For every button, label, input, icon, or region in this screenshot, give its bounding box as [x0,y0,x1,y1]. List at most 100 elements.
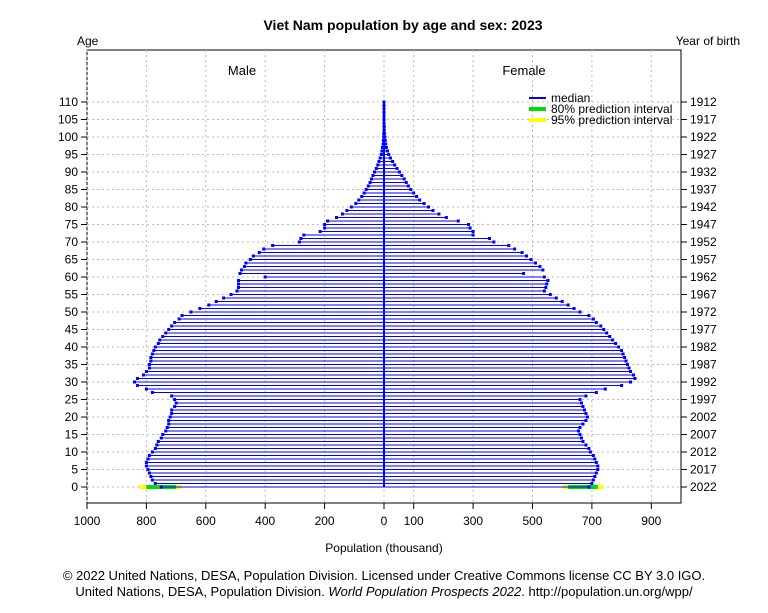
source-post: . http://population.un.org/wpp/ [521,584,693,599]
x-tick-label-male: 1000 [74,514,101,528]
y-tick-label-birth-year: 1982 [690,340,717,354]
male-bar-end-age-17 [165,426,169,429]
male-bar-end-age-59 [236,279,240,282]
female-bar-end-age-17 [578,426,582,429]
female-bar-end-age-53 [560,300,564,303]
male-bar-end-age-57 [236,286,240,289]
female-bar-end-age-39 [620,349,624,352]
y-tick-label-age: 35 [65,358,79,372]
female-bar-end-age-29 [620,384,624,387]
female-bar-end-age-20 [585,415,589,419]
female-bar-end-age-73 [471,230,475,233]
female-bar-end-age-9 [591,454,595,457]
male-bar-end-age-44 [164,331,168,335]
male-bar-end-age-31 [135,377,139,380]
x-tick-label-male: 400 [255,514,275,528]
male-bar-end-age-24 [174,401,178,405]
chart-title: Viet Nam population by age and sex: 2023 [263,17,542,33]
x-tick-label-male: 800 [136,514,156,528]
legend-median-label: median [551,91,590,105]
male-bar-end-age-69 [271,244,275,247]
male-bar-end-age-88 [370,177,374,181]
male-bar-end-age-84 [362,191,366,195]
male-bar-end-age-55 [229,293,233,296]
female-bar-end-age-34 [627,366,631,370]
female-bar-end-age-51 [572,307,576,310]
female-bar-end-age-95 [387,153,391,156]
male-bar-end-age-14 [159,436,163,440]
male-bar-end-age-3 [149,475,153,478]
female-bar-end-age-35 [626,363,630,366]
y-tick-label-birth-year: 1927 [690,148,717,162]
x-tick-label-female: 700 [582,514,602,528]
female-bar-end-age-50 [578,310,582,314]
female-bar-end-age-63 [538,265,542,268]
y-tick-label-age: 105 [58,113,78,127]
female-bar-end-age-58 [545,282,549,286]
male-bar-end-age-1 [153,482,157,485]
female-bar-end-age-31 [633,377,637,380]
male-bar-end-age-79 [345,209,349,212]
y-tick-label-birth-year: 1962 [690,270,717,284]
male-bar-end-age-32 [141,373,145,377]
male-bar-end-age-81 [354,202,358,205]
male-bar-end-age-93 [377,160,381,163]
female-bar-end-age-83 [415,195,419,198]
female-bar-end-age-99 [383,139,387,142]
female-bar-end-age-91 [395,167,399,170]
y-tick-label-age: 30 [65,375,79,389]
female-bar-end-age-78 [437,212,441,216]
y-tick-label-age: 80 [65,200,79,214]
female-bar-end-age-86 [406,184,410,188]
female-bar-end-age-41 [614,342,618,345]
male-bar-end-age-43 [161,335,165,338]
y-tick-label-birth-year: 1992 [690,375,717,389]
female-bar-end-age-90 [397,170,401,174]
y-tick-label-birth-year: 2022 [690,480,717,494]
female-bar-end-age-64 [533,261,537,265]
male-bar-end-age-16 [164,429,168,433]
male-bar-end-age-30 [133,380,137,384]
x-tick-label-female: 300 [463,514,483,528]
female-bar-end-age-27 [594,391,598,394]
female-bar-end-age-4 [594,471,598,475]
male-bar-end-age-96 [380,149,384,153]
y-tick-label-birth-year: 2002 [690,410,717,424]
female-bar-end-age-69 [507,244,511,247]
male-bar-end-age-19 [167,419,171,422]
y-tick-label-birth-year: 1942 [690,200,717,214]
male-bar-end-age-86 [366,184,370,188]
male-bar-end-age-2 [150,478,154,482]
y-tick-label-age: 95 [65,148,79,162]
male-bar-end-age-13 [156,440,160,443]
y-tick-label-birth-year: 1937 [690,183,717,197]
female-bar-end-age-81 [422,202,426,205]
y-tick-label-birth-year: 1972 [690,305,717,319]
male-bar-end-age-91 [374,167,378,170]
male-bar-end-age-42 [158,338,162,342]
male-bar-end-age-6 [144,464,148,468]
female-bar-end-age-89 [400,174,404,177]
axes-layer: 0 5 10 15 20 25 30 35 40 45 50 55 60 65 70 75 80 85 90 95 10… [58,95,717,528]
y-tick-label-age: 65 [65,253,79,267]
female-bar-end-age-66 [525,254,529,258]
y-tick-label-age: 75 [65,218,79,232]
male-bar-end-age-64 [244,261,248,265]
y-tick-label-age: 40 [65,340,79,354]
female-bar-end-age-24 [580,401,584,405]
male-bar-end-age-28 [144,387,148,391]
male-bar-end-age-36 [149,359,153,363]
male-bar-end-age-70 [297,240,301,244]
x-tick-label-female: 100 [404,514,424,528]
female-bar-end-age-5 [596,468,600,471]
legend-80pi-label: 80% prediction interval [551,102,672,116]
y-tick-label-birth-year: 1987 [690,358,717,372]
female-bar-end-age-71 [487,237,491,240]
female-bar-end-age-8 [593,457,597,461]
male-bar-end-age-52 [207,303,211,307]
female-bar-end-age-45 [602,328,606,331]
female-bar-end-age-93 [391,160,395,163]
female-bar-end-age-42 [611,338,615,342]
male-bar-end-age-85 [364,188,368,191]
male-bar-end-age-54 [222,296,226,300]
